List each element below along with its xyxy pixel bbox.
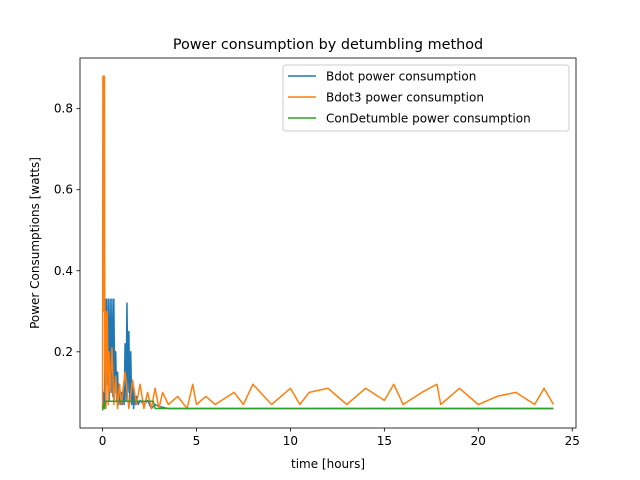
x-tick-label: 20 bbox=[471, 434, 486, 448]
legend-label-1: Bdot power consumption bbox=[326, 70, 476, 84]
series-line-3 bbox=[101, 400, 554, 411]
x-tick-label: 15 bbox=[377, 434, 392, 448]
x-tick-label: 5 bbox=[193, 434, 201, 448]
y-tick-label: 0.4 bbox=[54, 264, 73, 278]
legend-label-2: Bdot3 power consumption bbox=[326, 91, 484, 105]
chart-title: Power consumption by detumbling method bbox=[173, 37, 483, 53]
y-ticks: 0.2 0.4 0.6 0.8 bbox=[54, 102, 80, 359]
x-tick-label: 25 bbox=[565, 434, 580, 448]
x-ticks: 0 5 10 15 20 25 bbox=[99, 428, 580, 448]
legend-box bbox=[282, 64, 570, 132]
x-tick-label: 0 bbox=[99, 434, 107, 448]
y-axis-label: Power Consumptions [watts] bbox=[28, 157, 42, 329]
y-tick-label: 0.2 bbox=[54, 345, 73, 359]
x-tick-label: 10 bbox=[283, 434, 298, 448]
legend-label-3: ConDetumble power consumption bbox=[326, 112, 531, 126]
series-line-2 bbox=[101, 75, 555, 410]
axes-frame bbox=[79, 57, 577, 429]
x-axis-label: time [hours] bbox=[291, 457, 365, 471]
y-tick-label: 0.8 bbox=[54, 102, 73, 116]
legend: Bdot power consumption Bdot3 power consum… bbox=[282, 64, 570, 132]
y-tick-label: 0.6 bbox=[54, 183, 73, 197]
series-layer bbox=[101, 75, 555, 411]
